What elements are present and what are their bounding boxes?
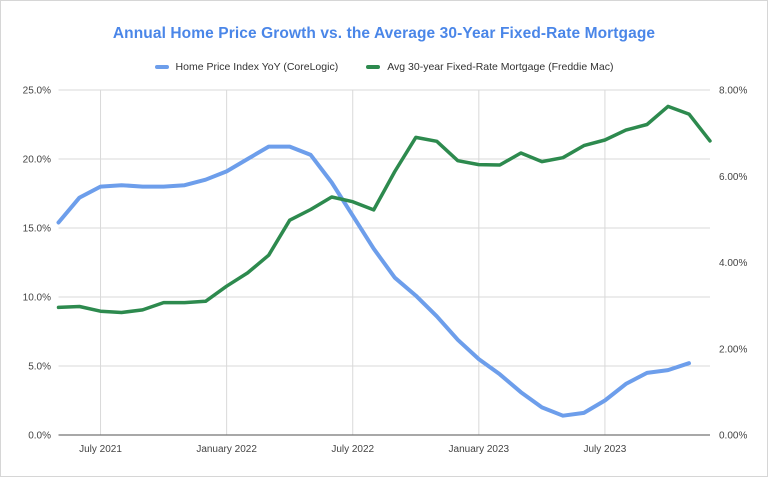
- svg-text:20.0%: 20.0%: [23, 155, 51, 166]
- legend-item-mortgage: Avg 30-year Fixed-Rate Mortgage (Freddie…: [366, 61, 613, 73]
- svg-text:4.00%: 4.00%: [719, 258, 747, 269]
- svg-text:July 2022: July 2022: [331, 444, 374, 455]
- chart-title: Annual Home Price Growth vs. the Average…: [112, 25, 656, 42]
- svg-text:8.00%: 8.00%: [719, 86, 747, 97]
- svg-text:0.0%: 0.0%: [28, 431, 51, 442]
- svg-text:5.0%: 5.0%: [28, 362, 51, 373]
- legend-label-hpi: Home Price Index YoY (CoreLogic): [175, 61, 339, 73]
- svg-text:6.00%: 6.00%: [719, 172, 747, 183]
- gridlines: [58, 89, 710, 435]
- legend-swatch-mortgage-icon: [366, 65, 381, 69]
- right-axis-labels: 0.00% 2.00% 4.00% 6.00% 8.00%: [719, 86, 747, 442]
- legend-swatch-hpi-icon: [154, 65, 169, 69]
- svg-text:0.00%: 0.00%: [719, 431, 747, 442]
- data-series-lines: [56, 104, 712, 418]
- svg-text:10.0%: 10.0%: [23, 293, 51, 304]
- legend-label-mortgage: Avg 30-year Fixed-Rate Mortgage (Freddie…: [387, 61, 614, 73]
- svg-text:25.0%: 25.0%: [23, 86, 51, 97]
- left-axis-labels: 0.0% 5.0% 10.0% 15.0% 20.0% 25.0%: [23, 86, 51, 442]
- x-axis-labels: July 2021 January 2022 July 2022 January 20…: [79, 444, 627, 455]
- svg-text:July 2023: July 2023: [584, 444, 627, 455]
- svg-text:15.0%: 15.0%: [23, 224, 51, 235]
- legend-item-hpi: Home Price Index YoY (CoreLogic): [154, 61, 339, 73]
- svg-text:2.00%: 2.00%: [719, 344, 747, 355]
- svg-text:January 2022: January 2022: [196, 444, 257, 455]
- svg-text:July 2021: July 2021: [79, 444, 122, 455]
- svg-text:January 2023: January 2023: [449, 444, 510, 455]
- chart-legend: Home Price Index YoY (CoreLogic) Avg 30-…: [1, 61, 767, 73]
